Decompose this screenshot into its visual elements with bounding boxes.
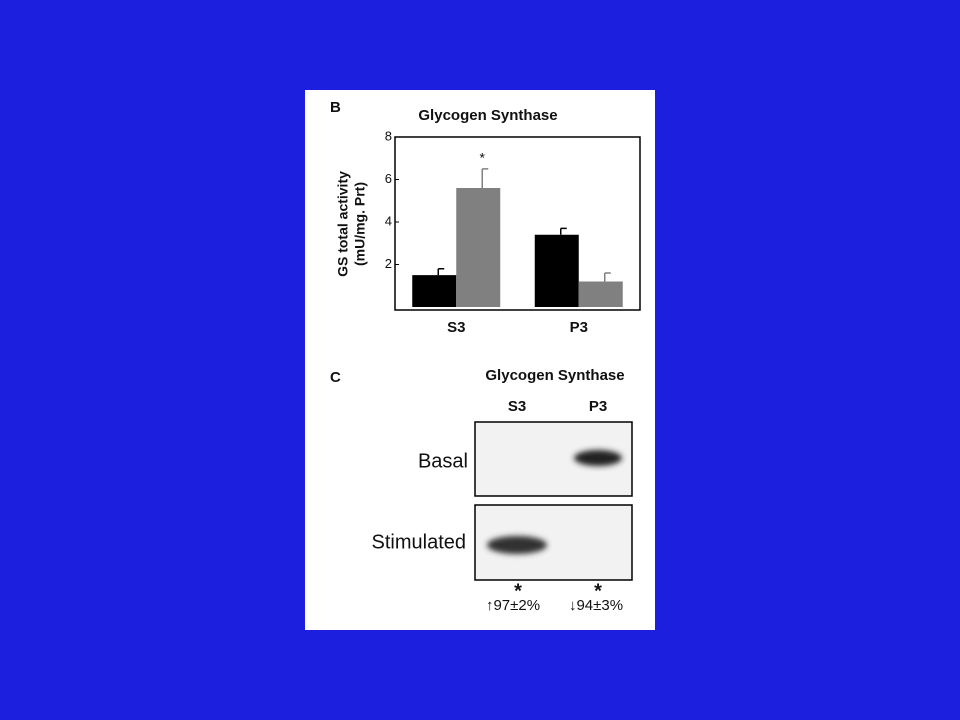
y-tick-label: 2 [385, 256, 392, 271]
y-tick-label: 8 [385, 128, 392, 143]
y-axis-label: (mU/mg. Prt) [352, 182, 368, 266]
x-tick-label: S3 [447, 319, 465, 336]
change-label: ↓94±3% [569, 597, 623, 614]
error-bar [604, 272, 611, 282]
change-label: ↑97±2% [486, 597, 540, 614]
plot-frame [394, 136, 641, 311]
x-tick-label: P3 [570, 319, 588, 336]
row-label: Stimulated [372, 531, 467, 553]
row-label: Basal [418, 450, 468, 472]
lane-label: S3 [508, 398, 526, 415]
panel-label: C [330, 369, 341, 386]
blot-band [574, 450, 622, 466]
chart-title: Glycogen Synthase [418, 107, 557, 124]
bar [412, 275, 457, 307]
bar [534, 234, 579, 307]
y-tick-label: 6 [385, 171, 392, 186]
bar [456, 188, 501, 307]
error-bar [481, 168, 489, 188]
bar [578, 281, 623, 307]
error-bar [560, 227, 567, 235]
blot-band [487, 536, 547, 554]
y-axis-label: GS total activity [335, 171, 351, 277]
significance-mark: * [594, 580, 602, 602]
annotation: * [480, 150, 486, 166]
significance-mark: * [514, 580, 522, 602]
y-tick-label: 4 [385, 213, 392, 228]
panel-label: B [330, 99, 341, 116]
lane-label: P3 [589, 398, 607, 415]
blot-title: Glycogen Synthase [485, 367, 624, 384]
error-bar [437, 268, 445, 276]
